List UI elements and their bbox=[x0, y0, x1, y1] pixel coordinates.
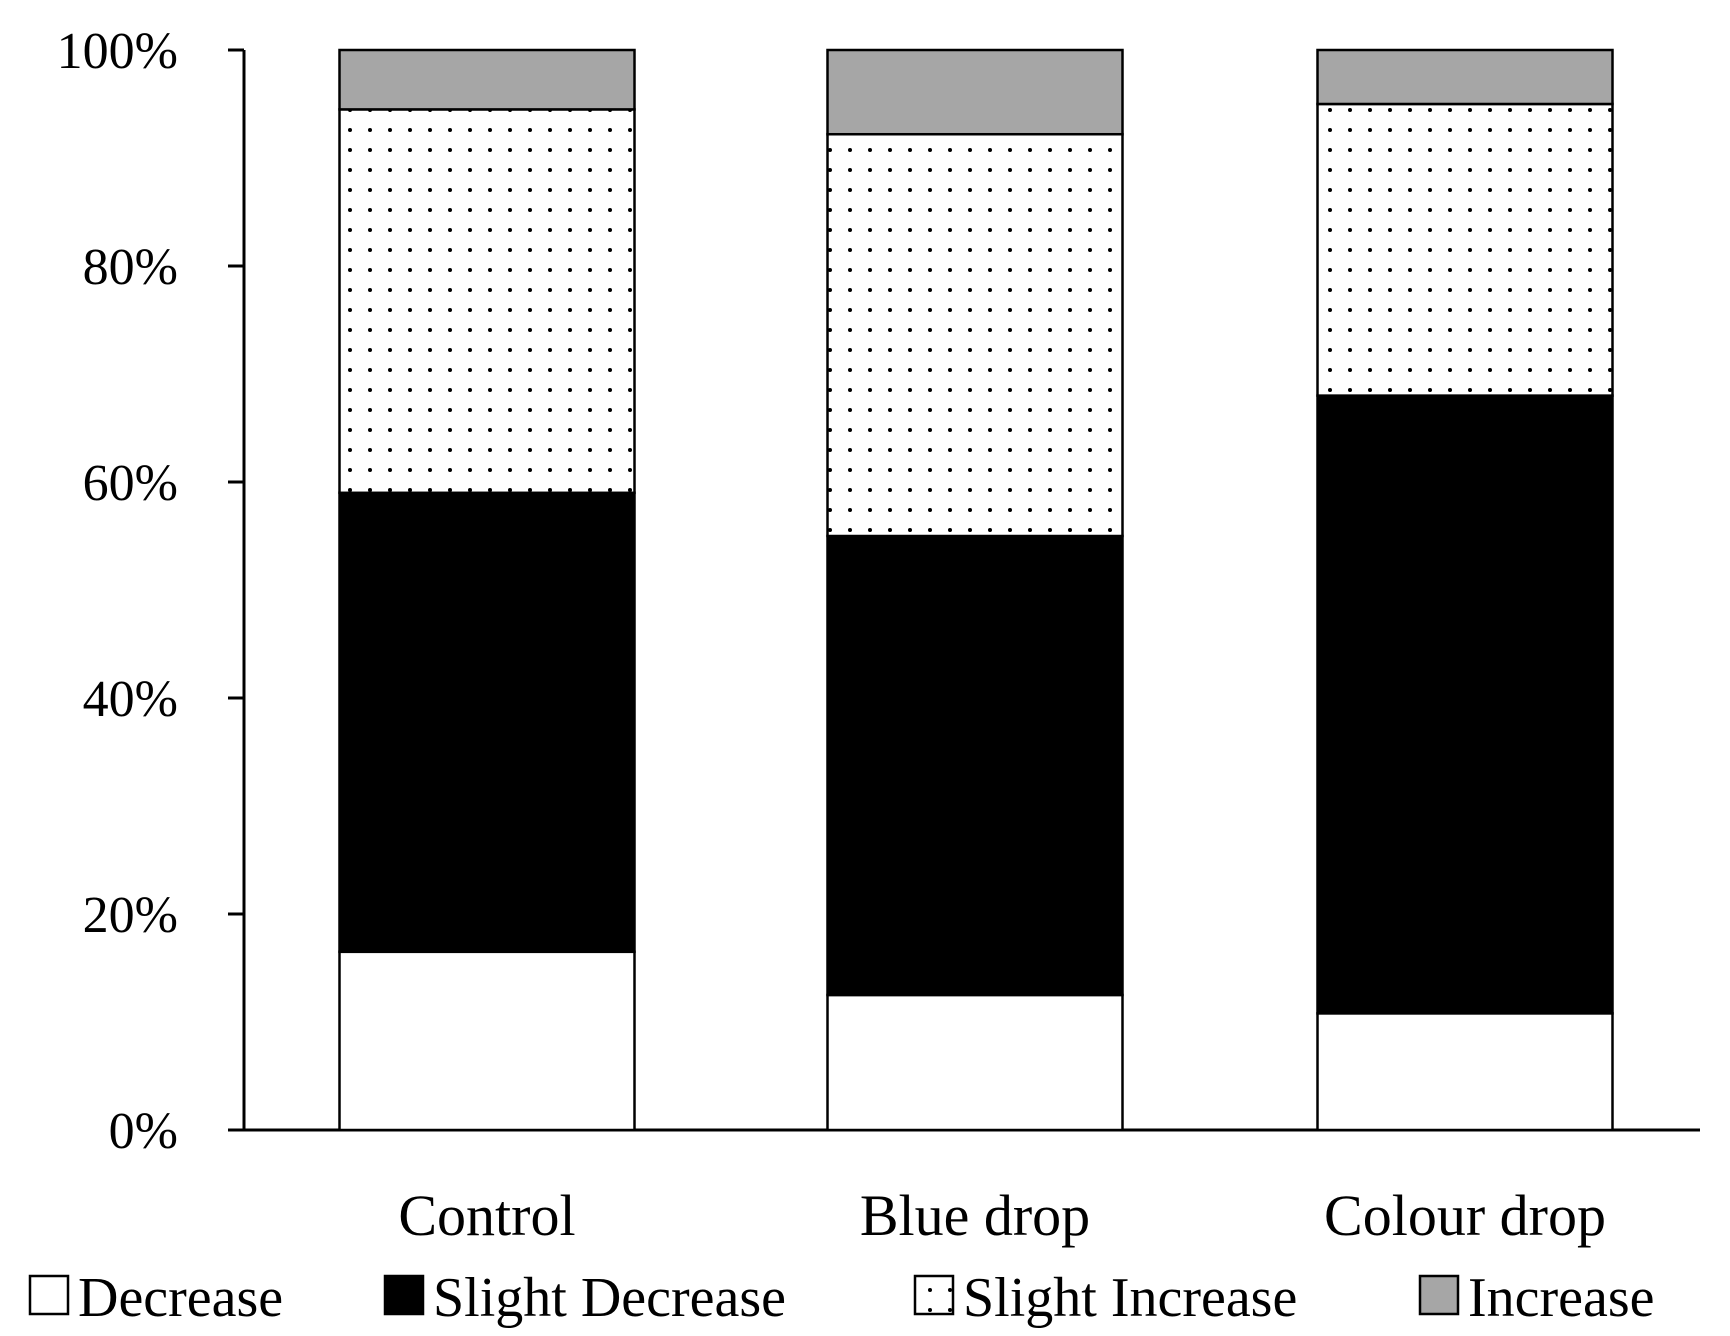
bar-segment-control-increase bbox=[338, 48, 636, 111]
bar-segment-colour-drop-slight-decrease bbox=[1316, 394, 1614, 1015]
bar-segment-control-decrease bbox=[338, 950, 636, 1132]
legend-swatch-slight-decrease bbox=[383, 1274, 425, 1316]
bar-segment-colour-drop-slight-increase bbox=[1316, 102, 1614, 397]
bar-segment-colour-drop-increase bbox=[1316, 48, 1614, 106]
y-tick-label: 20% bbox=[83, 887, 178, 944]
legend-swatch-decrease bbox=[28, 1274, 70, 1316]
bar-segment-blue-drop-decrease bbox=[826, 993, 1124, 1132]
bar-segment-control-slight-decrease bbox=[338, 491, 636, 954]
legend-label-slight-increase: Slight Increase bbox=[963, 1267, 1297, 1329]
bar-segment-blue-drop-slight-increase bbox=[826, 132, 1124, 538]
y-tick-label: 40% bbox=[83, 671, 178, 728]
y-tick-label: 80% bbox=[83, 239, 178, 296]
legend-label-increase: Increase bbox=[1468, 1267, 1655, 1329]
legend-label-decrease: Decrease bbox=[78, 1267, 283, 1329]
x-category-label: Blue drop bbox=[860, 1183, 1090, 1248]
bar-segment-blue-drop-slight-decrease bbox=[826, 534, 1124, 997]
bar-segment-colour-drop-decrease bbox=[1316, 1012, 1614, 1132]
bar-segment-control-slight-increase bbox=[338, 108, 636, 495]
legend-swatch-slight-increase bbox=[913, 1274, 955, 1316]
legend: Decrease Slight Decrease Slight Increase In… bbox=[28, 1267, 1655, 1329]
legend-label-slight-decrease: Slight Decrease bbox=[433, 1267, 786, 1329]
y-tick-label: 0% bbox=[109, 1103, 178, 1160]
x-category-label: Colour drop bbox=[1324, 1183, 1606, 1248]
axis-layer: 0% 20% 40% 60% 80% 100% bbox=[57, 23, 1700, 1160]
bars-layer bbox=[338, 48, 1614, 1132]
bar-segment-blue-drop-increase bbox=[826, 48, 1124, 136]
category-labels: Control Blue drop Colour drop bbox=[398, 1183, 1606, 1248]
y-tick-label: 60% bbox=[83, 455, 178, 512]
y-tick-label: 100% bbox=[57, 23, 178, 80]
x-category-label: Control bbox=[398, 1183, 575, 1248]
legend-swatch-increase bbox=[1418, 1274, 1460, 1316]
